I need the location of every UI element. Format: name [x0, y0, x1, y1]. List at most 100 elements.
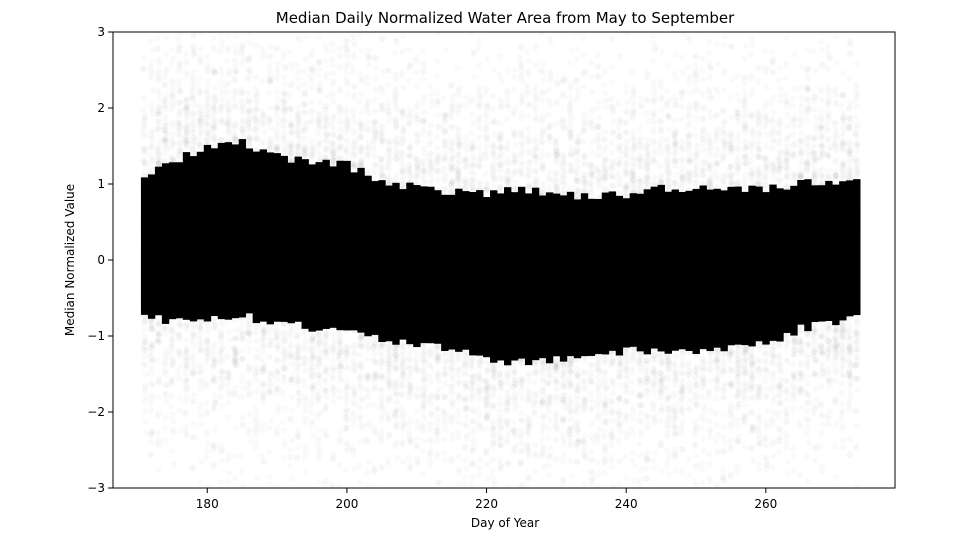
data-point	[204, 345, 210, 351]
data-point	[379, 464, 385, 470]
data-point	[149, 325, 155, 331]
data-point	[365, 372, 371, 378]
data-point	[281, 454, 287, 460]
data-point	[296, 69, 302, 75]
data-point	[141, 408, 147, 414]
data-point	[205, 441, 211, 447]
data-point	[323, 404, 329, 410]
data-point	[252, 444, 258, 450]
data-point	[253, 388, 259, 394]
data-point	[308, 109, 314, 115]
data-point	[204, 337, 210, 343]
data-point	[211, 376, 217, 382]
data-point	[183, 135, 189, 141]
data-point	[253, 124, 259, 130]
data-point	[378, 404, 384, 410]
data-point	[268, 125, 274, 131]
data-point	[210, 343, 216, 349]
data-point	[245, 322, 251, 328]
data-point	[245, 390, 251, 396]
data-point	[273, 385, 279, 391]
data-point	[233, 69, 239, 75]
data-point	[323, 144, 329, 150]
data-point	[287, 93, 293, 99]
data-point	[267, 136, 273, 142]
data-point	[315, 388, 321, 394]
data-point	[162, 437, 168, 443]
data-point	[309, 335, 315, 341]
data-point	[372, 56, 378, 62]
data-point	[198, 46, 204, 52]
data-point	[330, 330, 336, 336]
data-point	[392, 50, 398, 56]
data-point	[295, 34, 301, 40]
data-point	[197, 54, 203, 60]
data-point	[287, 82, 293, 88]
data-point	[316, 33, 322, 39]
data-point	[289, 407, 295, 413]
data-point	[378, 156, 384, 162]
data-point	[219, 96, 225, 102]
data-point	[301, 81, 307, 87]
data-point	[315, 72, 321, 78]
data-point	[253, 43, 259, 49]
data-point	[294, 62, 300, 68]
data-point	[350, 64, 356, 70]
data-point	[302, 67, 308, 73]
data-point	[246, 345, 252, 351]
data-point	[168, 145, 174, 151]
data-point	[156, 60, 162, 66]
data-point	[323, 121, 329, 127]
data-point	[218, 449, 224, 455]
data-point	[386, 146, 392, 152]
data-point	[303, 33, 309, 39]
data-point	[189, 78, 195, 84]
data-point	[358, 342, 364, 348]
data-point	[239, 378, 245, 384]
data-point	[191, 329, 197, 335]
data-point	[294, 454, 300, 460]
data-point	[154, 338, 160, 344]
data-point	[238, 394, 244, 400]
data-point	[252, 329, 258, 335]
data-point	[268, 374, 274, 380]
data-point	[162, 113, 168, 119]
data-point	[322, 347, 328, 353]
data-point	[343, 79, 349, 85]
data-point	[247, 411, 253, 417]
data-point	[231, 391, 237, 397]
data-point	[281, 147, 287, 153]
data-point	[156, 118, 162, 124]
data-point	[266, 449, 272, 455]
data-point	[254, 100, 260, 106]
data-point	[385, 67, 391, 73]
data-point	[379, 165, 385, 171]
data-point	[316, 66, 322, 72]
data-point	[343, 136, 349, 142]
data-point	[275, 70, 281, 76]
data-point	[266, 425, 272, 431]
data-point	[315, 372, 321, 378]
data-point	[364, 470, 370, 476]
data-point	[330, 358, 336, 364]
data-point	[267, 68, 273, 74]
data-point	[245, 58, 251, 64]
data-point	[210, 463, 216, 469]
data-point	[308, 53, 314, 59]
data-point	[294, 444, 300, 450]
data-point	[183, 393, 189, 399]
data-point	[371, 350, 377, 356]
data-point	[190, 114, 196, 120]
data-point	[343, 105, 349, 111]
data-point	[266, 331, 272, 337]
data-point	[386, 166, 392, 172]
data-point	[392, 413, 398, 419]
data-point	[337, 428, 343, 434]
data-point	[148, 75, 154, 81]
data-point	[287, 447, 293, 453]
data-point	[296, 84, 302, 90]
data-point	[232, 44, 238, 50]
data-point	[224, 353, 230, 359]
data-point	[287, 463, 293, 469]
